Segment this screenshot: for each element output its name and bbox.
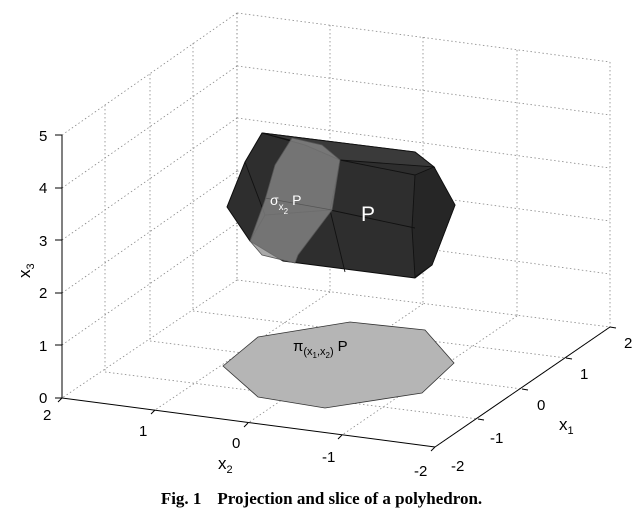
slice-label: σx2P	[270, 192, 301, 216]
x1-axis-label: x1	[559, 415, 574, 437]
caption-text: Projection and slice of a polyhedron.	[217, 489, 483, 508]
x3-tick-0: 0	[39, 390, 47, 407]
axes	[55, 134, 617, 452]
polyhedron-plot: 0 1 2 3 4 5 2 1 0 -1 -2 -2 -1 0 1 2 x3 x…	[15, 12, 632, 480]
x2-tick-m1: -1	[322, 449, 335, 466]
x2-axis-line	[61, 397, 436, 448]
x2-tick-1: 1	[139, 423, 147, 440]
x1-axis-line	[434, 326, 611, 448]
x2-tick-m2: -2	[414, 463, 427, 480]
x2-tick-2: 2	[43, 407, 51, 424]
x2-tick-0: 0	[232, 435, 240, 452]
x3-tick-3: 3	[39, 233, 47, 250]
x3-tick-1: 1	[39, 338, 47, 355]
x3-axis-label: x3	[15, 263, 37, 278]
polyhedron-right-face	[411, 166, 456, 278]
figure-caption: Fig. 1 Projection and slice of a polyhedr…	[0, 489, 643, 509]
x1-tick-m1: -1	[490, 430, 503, 447]
x3-tick-5: 5	[39, 128, 47, 145]
x2-axis-label: x2	[218, 454, 233, 476]
caption-fig-number: Fig. 1	[160, 489, 202, 508]
polyhedron	[226, 132, 456, 279]
projection-polygon	[222, 321, 455, 409]
x3-tick-4: 4	[39, 180, 47, 197]
x1-tick-0: 0	[537, 397, 545, 414]
x1-tick-m2: -2	[451, 458, 464, 475]
projection-label: π(x1,x2) P	[293, 338, 348, 360]
x3-tick-2: 2	[39, 285, 47, 302]
polyhedron-label: P	[361, 203, 375, 226]
slice-polygon	[249, 137, 341, 264]
x1-tick-1: 1	[580, 366, 588, 383]
x1-tick-2: 2	[624, 335, 632, 352]
